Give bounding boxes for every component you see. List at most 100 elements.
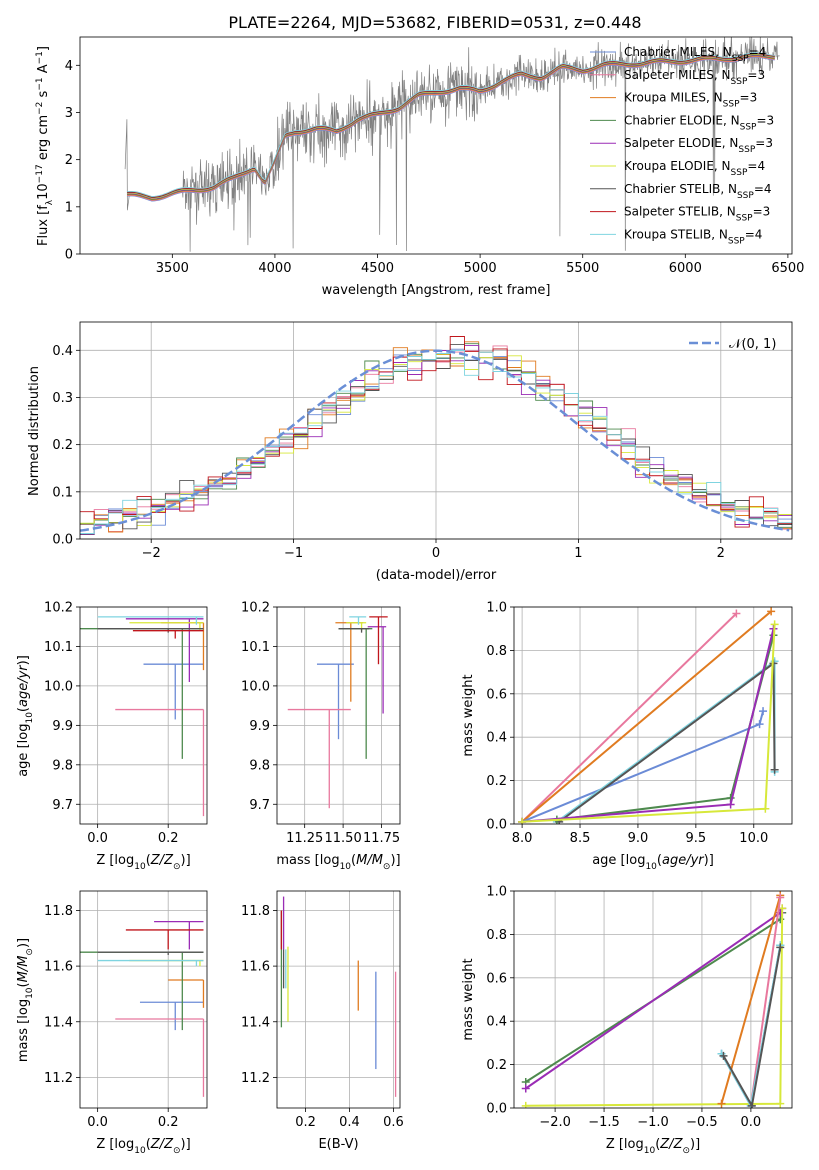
y-tick-label: 0.4 — [486, 1015, 507, 1030]
y-tick-label: 0.0 — [486, 1102, 507, 1117]
label-part: 10 — [644, 1146, 656, 1156]
weight-marker — [776, 943, 785, 952]
label-part: =3 — [747, 68, 765, 82]
label-part: )] — [16, 655, 31, 665]
label-part: ( — [351, 853, 356, 868]
y-tick-label: 9.9 — [249, 719, 270, 734]
x-tick-label: −1.0 — [637, 1115, 669, 1130]
weight-marker — [719, 1051, 728, 1060]
plot-area — [521, 891, 787, 1108]
x-axis-label: wavelength [Angstrom, rest frame] — [322, 283, 551, 298]
label-part: 10 — [25, 712, 35, 724]
mass-vs-extinction-panel: 0.2 0.4 0.6 11.2 11.4 11.6 11.8 E(B-V) — [241, 890, 404, 1152]
label-part: )] — [690, 1137, 700, 1152]
legend-entry: 𝒩(0, 1) — [729, 337, 776, 352]
x-tick-label: 1 — [574, 546, 582, 561]
y-tick-label: 10.2 — [44, 601, 73, 616]
label-part: Z/Z — [659, 1137, 683, 1152]
x-axis-label: (data-model)/error — [376, 568, 497, 583]
weight-line — [522, 628, 775, 823]
weight-marker — [761, 804, 770, 813]
y-tick-label: 11.2 — [44, 1071, 73, 1086]
label-part: =3 — [740, 91, 758, 105]
mass-weight-vs-metallicity-panel: −2.0 −1.5 −1.0 −0.5 0.0 0.0 0.2 0.4 0.6 0.8 1.0 Z [… — [461, 885, 793, 1156]
weight-line — [522, 624, 776, 823]
x-axis-label: Z [log10(Z/Z⊙)] — [606, 1137, 700, 1156]
x-tick-label: 6000 — [669, 261, 702, 276]
y-tick-label: 0 — [65, 248, 73, 263]
legend-entry: Chabrier MILES, NSSP=4 — [624, 45, 766, 64]
weight-marker — [717, 1099, 726, 1108]
legend-entry: Kroupa ELODIE, NSSP=4 — [624, 159, 765, 178]
x-tick-label: 11.50 — [325, 831, 362, 846]
weight-marker — [776, 893, 785, 902]
x-tick-label: 5500 — [566, 261, 599, 276]
label-part: mass [log — [276, 853, 339, 868]
y-tick-label: 11.4 — [241, 1015, 270, 1030]
axes-frame — [276, 890, 401, 1109]
x-tick-label: 0.2 — [295, 1115, 316, 1130]
label-part: age [log — [592, 853, 645, 868]
label-part: age [log — [16, 724, 31, 777]
label-part: Z [log — [606, 1137, 644, 1152]
y-tick-label: 11.8 — [44, 904, 73, 919]
histogram-step-chabrier-stelib — [80, 344, 792, 535]
label-part: age/yr — [16, 664, 31, 707]
label-part: =4 — [745, 227, 763, 241]
y-tick-label: 11.6 — [44, 960, 73, 975]
label-part: −17 — [35, 164, 45, 183]
residuals-panel: −2 −1 0 1 2 0.0 0.1 0.2 0.3 0.4 𝒩(0, 1) (data-model… — [27, 321, 793, 583]
legend-entry: Kroupa MILES, NSSP=3 — [624, 91, 757, 110]
legend-entry: Salpeter MILES, NSSP=3 — [624, 68, 765, 87]
spectrum-panel: 3500 4000 4500 5000 5500 6000 6500 0 1 2 3 4 Chabrie… — [35, 36, 804, 298]
y-axis-label: Normed distribution — [27, 366, 42, 496]
y-tick-label: 9.8 — [52, 758, 73, 773]
label-part: )] — [704, 853, 714, 868]
label-part: ⊙ — [25, 948, 35, 956]
plot-area — [80, 336, 792, 535]
axes-frame — [513, 606, 793, 825]
axes-frame — [79, 890, 208, 1109]
y-tick-label: 3 — [65, 106, 73, 121]
label-part: mass [log — [16, 999, 31, 1062]
weight-marker — [747, 1101, 756, 1108]
x-tick-label: 9.5 — [686, 831, 707, 846]
label-part: Kroupa STELIB, N — [624, 227, 728, 241]
y-axis-label: age [log10(age/yr)] — [16, 655, 35, 777]
label-part: ( — [657, 853, 662, 868]
label-part: M/M — [356, 853, 383, 868]
weight-marker — [755, 720, 764, 729]
y-tick-label: 1.0 — [486, 601, 507, 616]
histogram-step-kroupa-stelib — [80, 350, 792, 534]
y-tick-label: 9.7 — [249, 798, 270, 813]
y-tick-label: 0.2 — [486, 774, 507, 789]
x-axis-label: age [log10(age/yr)] — [592, 853, 714, 872]
plot-area — [80, 920, 205, 1097]
weight-line — [525, 907, 784, 1090]
x-axis-label: Z [log10(Z/Z⊙)] — [96, 1137, 190, 1156]
y-tick-label: 0.8 — [486, 644, 507, 659]
label-part: λ — [45, 199, 55, 205]
model-spectrum-line-kroupa-miles — [127, 55, 775, 201]
label-part: SSP — [737, 191, 754, 201]
label-part: ( — [146, 853, 151, 868]
label-part: ⊙ — [173, 862, 181, 872]
plot-area — [124, 37, 780, 252]
label-part: ( — [16, 707, 31, 712]
y-tick-label: 1 — [65, 200, 73, 215]
age-vs-metallicity-panel: 0.0 0.29.79.89.910.010.110.2Z [log10(Z/Z⊙… — [16, 601, 208, 872]
model-spectrum-line-chabrier-elodie — [127, 55, 775, 200]
y-axis-label: mass weight — [461, 674, 476, 756]
label-part: =3 — [753, 205, 771, 219]
weight-line — [749, 897, 782, 1106]
axes-frame — [79, 606, 208, 825]
label-part: age/yr — [662, 853, 705, 868]
weight-marker — [521, 1101, 530, 1108]
label-part: ⊙ — [682, 1146, 690, 1156]
legend-entry: Kroupa STELIB, NSSP=4 — [624, 227, 762, 246]
x-tick-label: 4500 — [361, 261, 394, 276]
label-part: )] — [390, 853, 400, 868]
weight-line — [556, 659, 776, 823]
y-tick-label: 4 — [65, 59, 73, 74]
label-part: SSP — [740, 122, 757, 132]
